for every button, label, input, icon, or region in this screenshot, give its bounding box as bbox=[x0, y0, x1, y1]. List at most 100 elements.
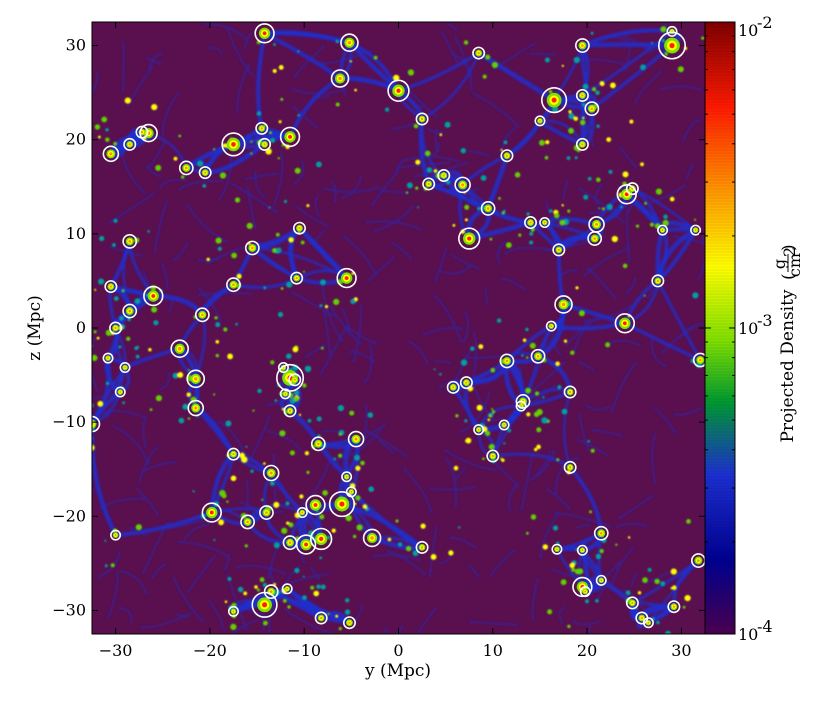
filament-fine bbox=[681, 118, 702, 144]
filament-fine bbox=[519, 367, 529, 397]
density-knot bbox=[582, 83, 589, 90]
filament bbox=[341, 502, 424, 549]
filament-fine bbox=[499, 277, 526, 291]
density-knot bbox=[536, 444, 541, 450]
density-knot bbox=[278, 65, 284, 70]
halo-circle bbox=[201, 502, 222, 523]
density-knot bbox=[225, 420, 232, 427]
y-tick-label: 20 bbox=[66, 130, 86, 149]
halo-core-inner bbox=[178, 347, 182, 351]
filament-fine bbox=[653, 406, 678, 435]
y-tick-label: −30 bbox=[52, 600, 86, 619]
density-knot bbox=[151, 306, 158, 313]
halo-circle bbox=[614, 313, 636, 334]
filament-fine bbox=[433, 247, 448, 283]
halo-core-inner bbox=[286, 587, 289, 590]
density-knot bbox=[122, 401, 126, 405]
density-knot bbox=[302, 595, 307, 601]
density-knot bbox=[439, 133, 443, 136]
halo-core-inner bbox=[427, 182, 430, 186]
filament-fine bbox=[144, 56, 163, 65]
halo-circle bbox=[310, 436, 326, 452]
halo-circle bbox=[226, 277, 241, 293]
filament-fine bbox=[141, 521, 169, 576]
filament-fine bbox=[497, 240, 506, 264]
density-knot bbox=[274, 399, 278, 402]
filament-fine bbox=[147, 141, 166, 170]
density-knot bbox=[94, 124, 101, 130]
filament bbox=[485, 154, 510, 210]
density-knot bbox=[180, 175, 185, 179]
filament-fine bbox=[98, 497, 146, 511]
halo-circle bbox=[539, 217, 551, 229]
density-knot bbox=[622, 171, 629, 178]
halo-circle bbox=[657, 31, 686, 60]
density-knot bbox=[263, 286, 267, 290]
y-tick-label: 10 bbox=[66, 224, 86, 243]
halo-core-inner bbox=[246, 520, 249, 524]
density-knot bbox=[482, 74, 487, 79]
density-knot bbox=[526, 412, 531, 417]
density-knot bbox=[686, 519, 691, 524]
density-knot bbox=[529, 231, 534, 236]
filament-fine bbox=[341, 423, 387, 459]
density-knot bbox=[539, 139, 545, 146]
density-knot bbox=[599, 81, 604, 85]
density-knot bbox=[281, 527, 288, 534]
filament-fine bbox=[379, 190, 410, 195]
filament bbox=[656, 280, 702, 361]
density-knot bbox=[622, 263, 628, 269]
density-knot bbox=[463, 40, 469, 45]
density-knot bbox=[567, 209, 571, 213]
filament-fine bbox=[197, 292, 253, 297]
filament-fine bbox=[562, 318, 590, 348]
halo-core-inner bbox=[313, 503, 318, 507]
density-knot bbox=[105, 128, 109, 132]
halo-core-inner bbox=[452, 386, 455, 389]
halo-circle bbox=[340, 33, 359, 53]
halo-circle bbox=[563, 460, 577, 474]
density-knot bbox=[134, 298, 141, 305]
density-knot bbox=[124, 97, 131, 104]
density-knot bbox=[656, 620, 660, 625]
density-knot bbox=[561, 408, 568, 415]
halo-core-inner bbox=[284, 393, 287, 395]
density-knot bbox=[155, 395, 162, 402]
density-knot bbox=[552, 525, 559, 531]
filament bbox=[421, 52, 480, 120]
density-knot bbox=[84, 348, 88, 352]
density-knot bbox=[298, 413, 302, 416]
filament-fine bbox=[590, 428, 624, 437]
density-knot bbox=[345, 598, 350, 603]
filament-fine bbox=[148, 53, 164, 72]
halo-core-inner bbox=[569, 466, 572, 469]
density-knot bbox=[285, 501, 290, 506]
density-knot bbox=[405, 191, 409, 194]
colorbar-tick-exponent: -3 bbox=[757, 311, 773, 330]
density-knot bbox=[337, 405, 344, 412]
density-knot bbox=[283, 199, 288, 204]
density-knot bbox=[97, 400, 104, 407]
filament-fine bbox=[160, 261, 169, 291]
colorbar-unit-numerator: g bbox=[770, 259, 789, 269]
density-knot bbox=[522, 338, 527, 342]
filament-fine bbox=[120, 149, 147, 195]
filament bbox=[347, 41, 401, 93]
x-axis: −30 −20 −10 0 10 20 30 bbox=[99, 22, 692, 660]
density-knot bbox=[276, 247, 282, 253]
filament-fine bbox=[330, 179, 337, 203]
halo-core-inner bbox=[491, 454, 494, 458]
filament-fine bbox=[153, 200, 168, 254]
density-knot bbox=[335, 614, 339, 618]
halo-core-inner bbox=[486, 207, 490, 210]
halo-core-inner bbox=[595, 222, 599, 226]
density-knot bbox=[530, 514, 537, 520]
halo-core-inner bbox=[107, 357, 109, 360]
halo-core-inner bbox=[622, 321, 627, 326]
density-knot bbox=[644, 201, 647, 205]
filament-fine bbox=[587, 626, 591, 634]
density-knot bbox=[345, 514, 352, 522]
halo-core-inner bbox=[124, 366, 126, 369]
halo-circle bbox=[473, 424, 485, 436]
density-knot bbox=[549, 209, 553, 213]
